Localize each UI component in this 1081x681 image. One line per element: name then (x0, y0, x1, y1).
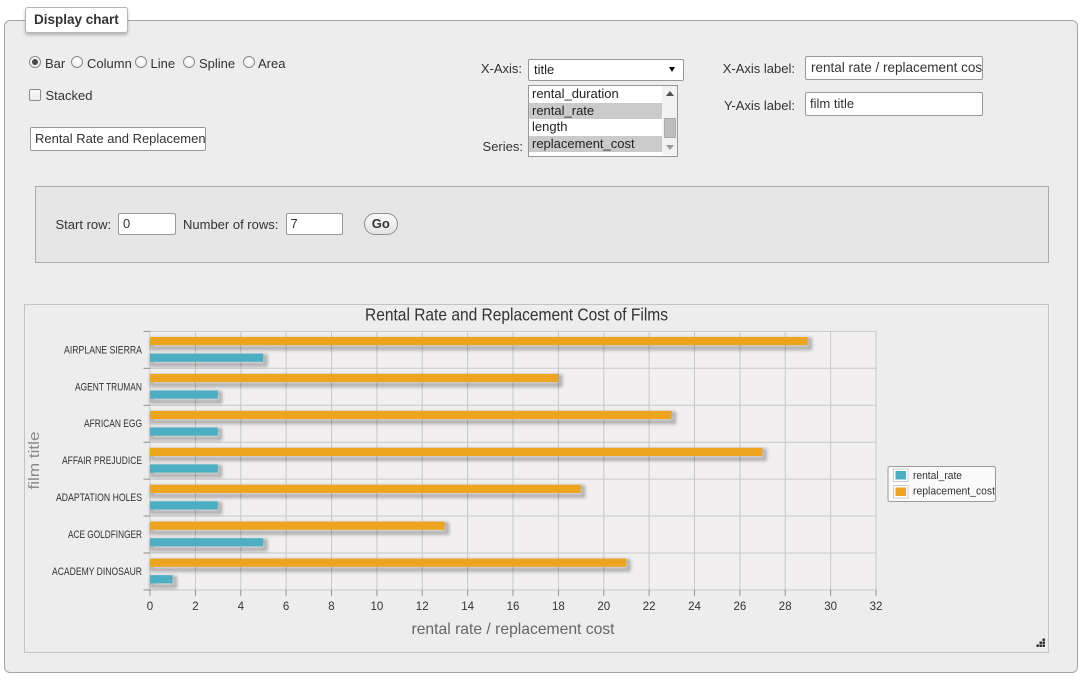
svg-text:4: 4 (238, 601, 245, 613)
svg-text:ACADEMY DINOSAUR: ACADEMY DINOSAUR (52, 566, 142, 578)
svg-text:AIRPLANE SIERRA: AIRPLANE SIERRA (64, 344, 143, 356)
svg-text:2: 2 (192, 601, 198, 613)
svg-text:0: 0 (147, 601, 153, 613)
svg-text:replacement_cost: replacement_cost (913, 486, 995, 498)
svg-text:rental rate / replacement cost: rental rate / replacement cost (412, 621, 616, 638)
svg-text:30: 30 (824, 601, 837, 613)
svg-text:ACE GOLDFINGER: ACE GOLDFINGER (68, 529, 142, 541)
svg-text:22: 22 (643, 601, 656, 613)
svg-text:6: 6 (283, 601, 289, 613)
svg-text:24: 24 (688, 601, 701, 613)
svg-text:Rental Rate and Replacement Co: Rental Rate and Replacement Cost of Film… (365, 305, 668, 325)
svg-text:20: 20 (597, 601, 610, 613)
svg-text:18: 18 (552, 601, 565, 613)
svg-text:AFFAIR PREJUDICE: AFFAIR PREJUDICE (62, 455, 142, 467)
svg-text:32: 32 (870, 601, 883, 613)
svg-text:12: 12 (416, 601, 429, 613)
svg-text:AFRICAN EGG: AFRICAN EGG (84, 418, 142, 430)
svg-text:film title: film title (26, 432, 43, 490)
svg-text:28: 28 (779, 601, 792, 613)
svg-text:14: 14 (461, 601, 474, 613)
svg-text:ADAPTATION HOLES: ADAPTATION HOLES (56, 492, 142, 504)
svg-text:AGENT TRUMAN: AGENT TRUMAN (75, 381, 142, 393)
svg-text:10: 10 (371, 601, 384, 613)
svg-text:16: 16 (507, 601, 520, 613)
svg-text:8: 8 (328, 601, 334, 613)
svg-text:rental_rate: rental_rate (913, 470, 962, 482)
svg-text:26: 26 (734, 601, 747, 613)
